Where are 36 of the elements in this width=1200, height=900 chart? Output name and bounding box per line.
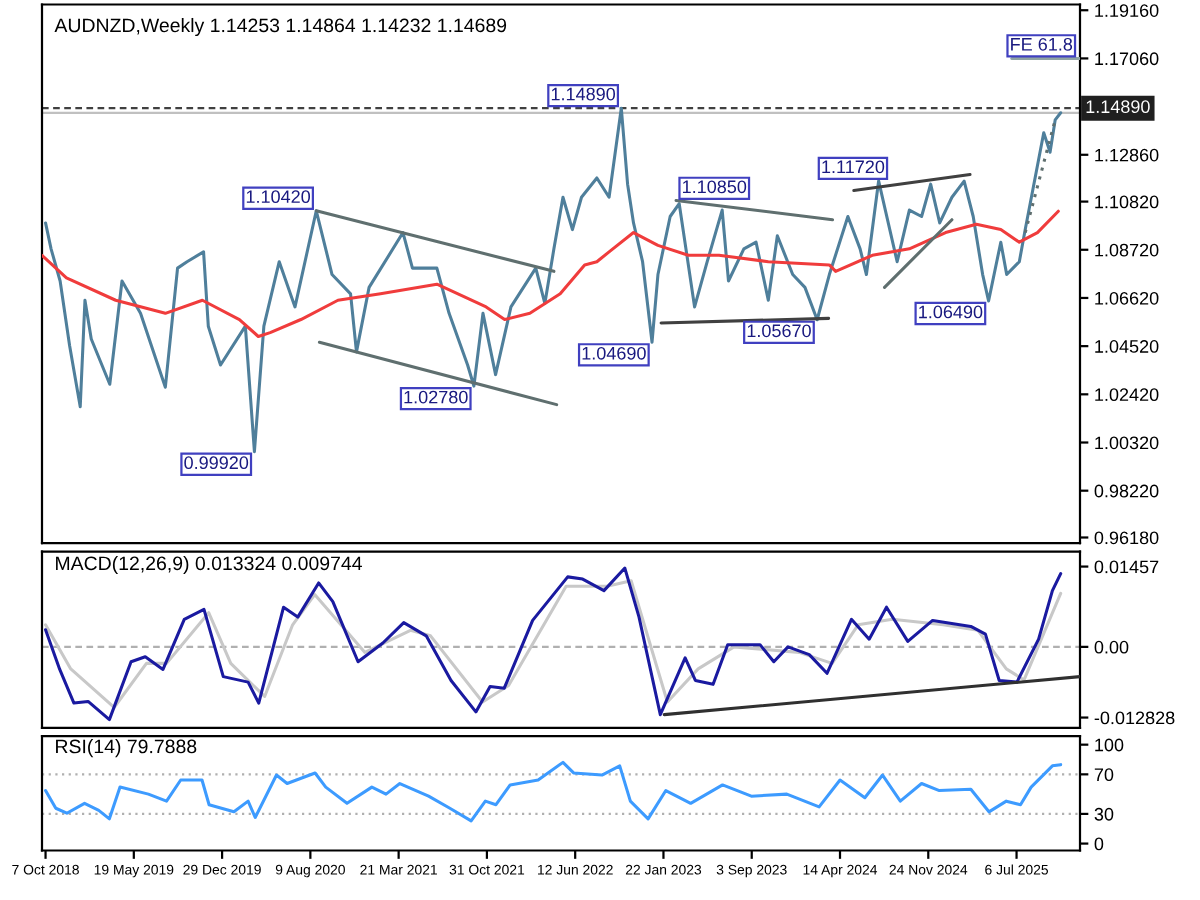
text: AUDNZD,Weekly 1.14253 1.14864 1.14232 1.14689	[54, 17, 507, 37]
ref-line-label: 1.14890	[1086, 100, 1150, 114]
y-tick-label: 0.98220	[1094, 484, 1159, 498]
y-tick-label: 1.17060	[1095, 52, 1159, 66]
chart-title: RSI(14) 79.7888	[56, 739, 197, 758]
y-tick-label: 0.96180	[1094, 531, 1159, 545]
line-series	[44, 579, 1063, 710]
annotation: 1.10850	[683, 180, 747, 194]
annotation: 1.06490	[919, 305, 983, 319]
line-series	[44, 760, 1063, 823]
y-tick-label: 100	[1095, 738, 1124, 752]
y-tick-label: 1.00320	[1095, 436, 1159, 450]
y-tick-label: 1.10820	[1095, 195, 1159, 209]
y-tick-label: 70	[1094, 768, 1114, 782]
line-series	[42, 209, 1060, 339]
y-tick-label: 1.06620	[1095, 291, 1159, 305]
y-tick-label: 0.01457	[1094, 560, 1159, 574]
annotation: 1.10420	[246, 190, 311, 204]
annotation: 1.04690	[582, 346, 646, 360]
line-series	[44, 106, 1063, 454]
annotation: FE 61.8	[1011, 37, 1073, 51]
y-tick-label: 1.08720	[1095, 243, 1159, 257]
y-tick-label: 1.19160	[1095, 4, 1159, 17]
y-tick-label: 1.12860	[1095, 148, 1159, 162]
y-tick-label: 0.00	[1094, 640, 1129, 654]
annotation: 1.02780	[404, 390, 468, 404]
annotation: 1.11720	[822, 160, 885, 174]
y-tick-label: 1.04520	[1095, 340, 1159, 353]
chart-title: MACD(12,26,9) 0.013324 0.009744	[56, 555, 362, 575]
y-tick-label: 0	[1094, 837, 1104, 851]
annotation: 1.14890	[551, 87, 616, 101]
y-tick-label: -0.012828	[1094, 711, 1175, 725]
y-tick-label: 30	[1094, 807, 1114, 821]
annotation: 0.99920	[184, 456, 249, 470]
y-tick-label: 1.02420	[1095, 388, 1159, 402]
annotation: 1.05670	[747, 324, 811, 338]
